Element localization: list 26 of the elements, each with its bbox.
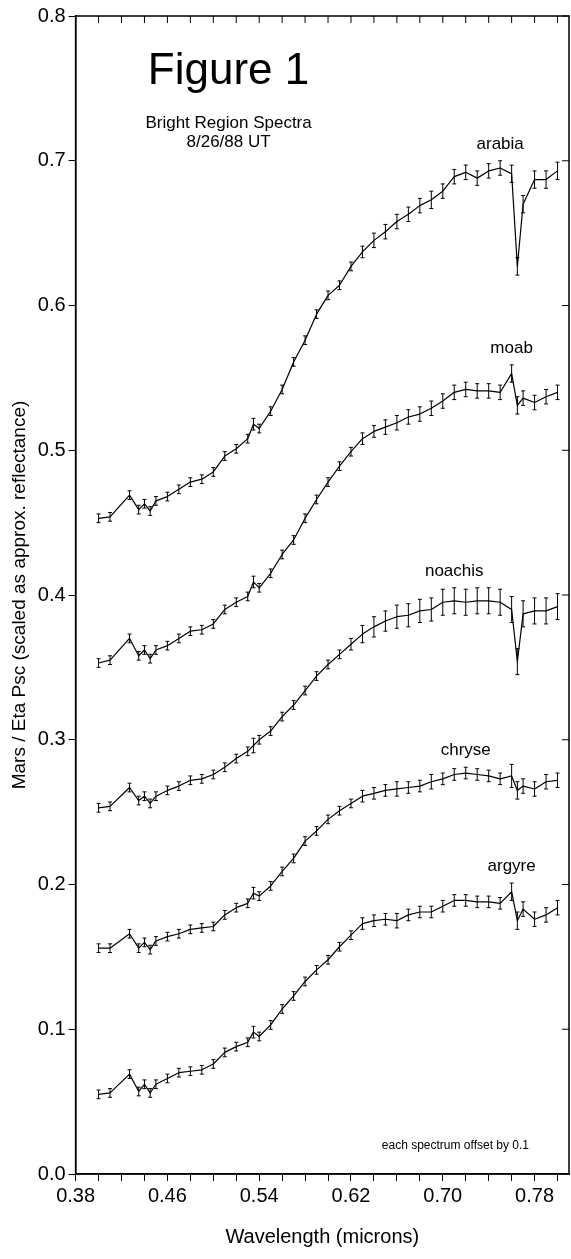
x-tick-label: 0.70 [423,1183,463,1206]
series-label: argyre [487,856,536,876]
y-axis-title: Mars / Eta Psc (scaled as approx. reflectance) [7,400,29,790]
x-axis-title: Wavelength (microns) [225,1224,420,1247]
x-tick-label: 0.54 [239,1183,279,1206]
text: Figure 1 [147,44,310,93]
annotation: 8/26/88 UT [186,132,271,151]
y-tick-label: 0.4 [37,582,66,605]
x-tick-label: 0.62 [331,1183,371,1206]
y-tick-label: 0.7 [37,148,66,171]
series-label: moab [490,338,533,358]
y-tick-label: 0.3 [37,727,66,750]
series-label: noachis [424,560,484,580]
y-tick-label: 0.5 [37,437,66,460]
series-label: arabia [476,133,525,153]
y-tick-label: 0.1 [37,1016,66,1039]
x-tick-label: 0.38 [56,1183,96,1206]
y-tick-label: 0.6 [37,293,66,316]
y-tick-label: 0.2 [37,872,66,895]
x-tick-label: 0.78 [515,1183,555,1206]
y-tick-label: 0.8 [37,3,66,26]
x-tick-label: 0.46 [147,1183,187,1206]
y-tick-label: 0.0 [37,1161,66,1184]
series-label: chryse [440,740,491,760]
text: Bright Region Spectra [145,113,313,132]
annotation: each spectrum offset by 0.1 [381,1138,530,1152]
